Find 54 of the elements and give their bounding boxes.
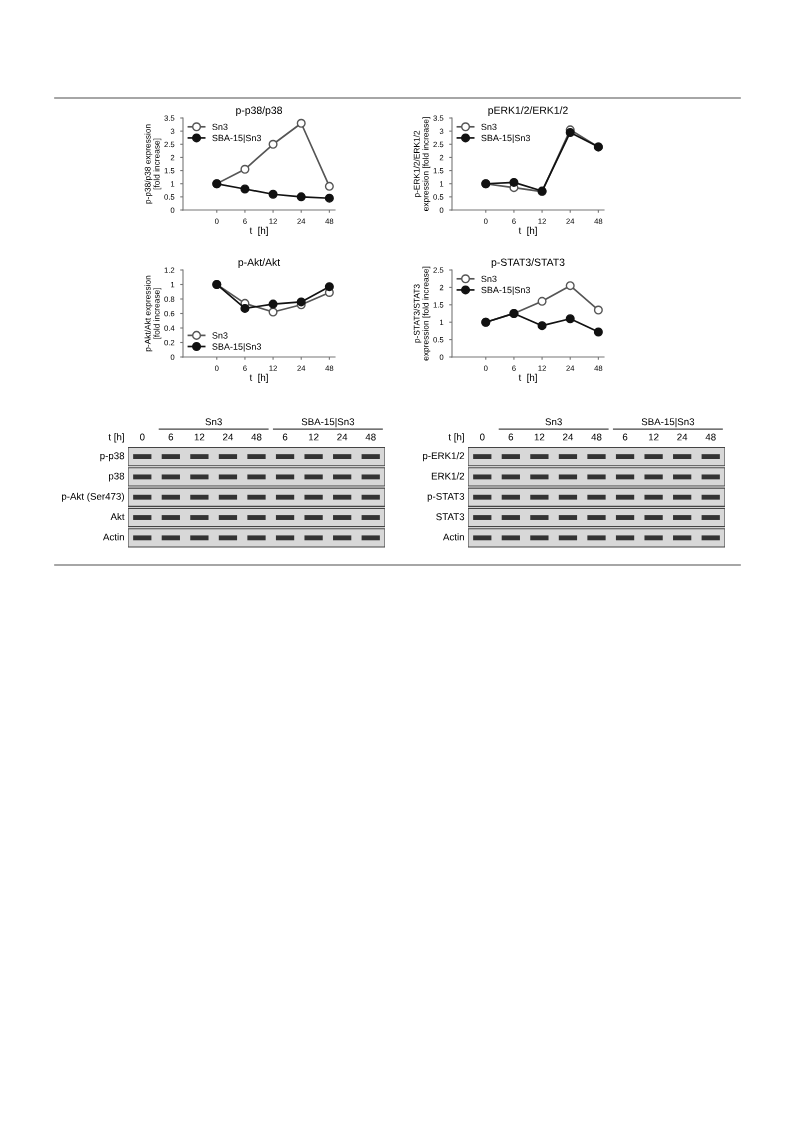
x-axis-title: t [h] <box>249 373 268 383</box>
text: Sn3 <box>205 418 222 426</box>
y-axis-title: p-Akt/Akt expression [fold increase] <box>144 275 162 352</box>
text: t [h] <box>448 433 464 443</box>
chart-title: pERK1/2/ERK1/2 <box>488 106 568 116</box>
category-label: 48 <box>365 433 376 441</box>
category-label: 6 <box>622 433 628 441</box>
category-label: 48 <box>251 433 262 441</box>
y-axis-title: p-p38/p38 expression [fold increase] <box>144 124 162 204</box>
text: SBA-15|Sn3 <box>301 418 355 428</box>
category-label: 6 <box>168 433 174 441</box>
category-label: 6 <box>508 433 514 441</box>
legend-label: SBA-15|Sn3 <box>481 134 531 143</box>
text: SBA-15|Sn3 <box>641 418 695 428</box>
x-axis-title: t [h] <box>518 226 537 236</box>
legend-label: SBA-15|Sn3 <box>212 134 262 143</box>
category-label: 6 <box>282 433 288 441</box>
y-axis-title: p-ERK1/2/ERK1/2 expression [fold increase] <box>413 117 431 211</box>
category-label: 48 <box>705 433 716 441</box>
category-label: 12 <box>648 433 659 441</box>
text: Sn3 <box>545 418 562 426</box>
x-axis-title: t [h] <box>249 226 268 236</box>
category-label: 0 <box>139 433 145 441</box>
category-label: p-ERK1/2 <box>423 452 465 462</box>
category-label: ERK1/2 <box>431 472 465 480</box>
x-axis-title: t [h] <box>518 373 537 383</box>
legend-label: Sn3 <box>481 275 497 283</box>
chart-title: p-STAT3/STAT3 <box>491 258 565 268</box>
category-label: 0 <box>479 433 485 441</box>
legend-label: Sn3 <box>212 332 228 339</box>
legend-label: Sn3 <box>481 123 497 131</box>
category-label: Actin <box>442 533 464 541</box>
category-label: STAT3 <box>436 513 465 521</box>
category-label: Akt <box>110 513 125 521</box>
category-label: 24 <box>337 433 348 441</box>
category-label: 24 <box>677 433 688 441</box>
chart-title: p-Akt/Akt <box>238 258 281 268</box>
category-label: 24 <box>223 433 234 441</box>
category-label: 24 <box>563 433 574 441</box>
category-label: 12 <box>534 433 545 441</box>
category-label: 12 <box>308 433 319 441</box>
legend-label: Sn3 <box>212 123 228 131</box>
category-label: p-p38 <box>100 452 125 462</box>
chart-title: p-p38/p38 <box>236 106 283 116</box>
category-label: 12 <box>194 433 205 441</box>
y-axis-title: p-STAT3/STAT3 expression [fold increase] <box>413 266 431 361</box>
category-label: p-STAT3 <box>427 492 465 502</box>
category-label: p38 <box>108 472 125 482</box>
category-label: 48 <box>591 433 602 441</box>
category-label: p-Akt (Ser473) <box>61 492 124 502</box>
text: t [h] <box>108 433 124 443</box>
category-label: Actin <box>102 533 124 541</box>
legend-label: SBA-15|Sn3 <box>212 343 262 352</box>
legend-label: SBA-15|Sn3 <box>481 286 531 295</box>
